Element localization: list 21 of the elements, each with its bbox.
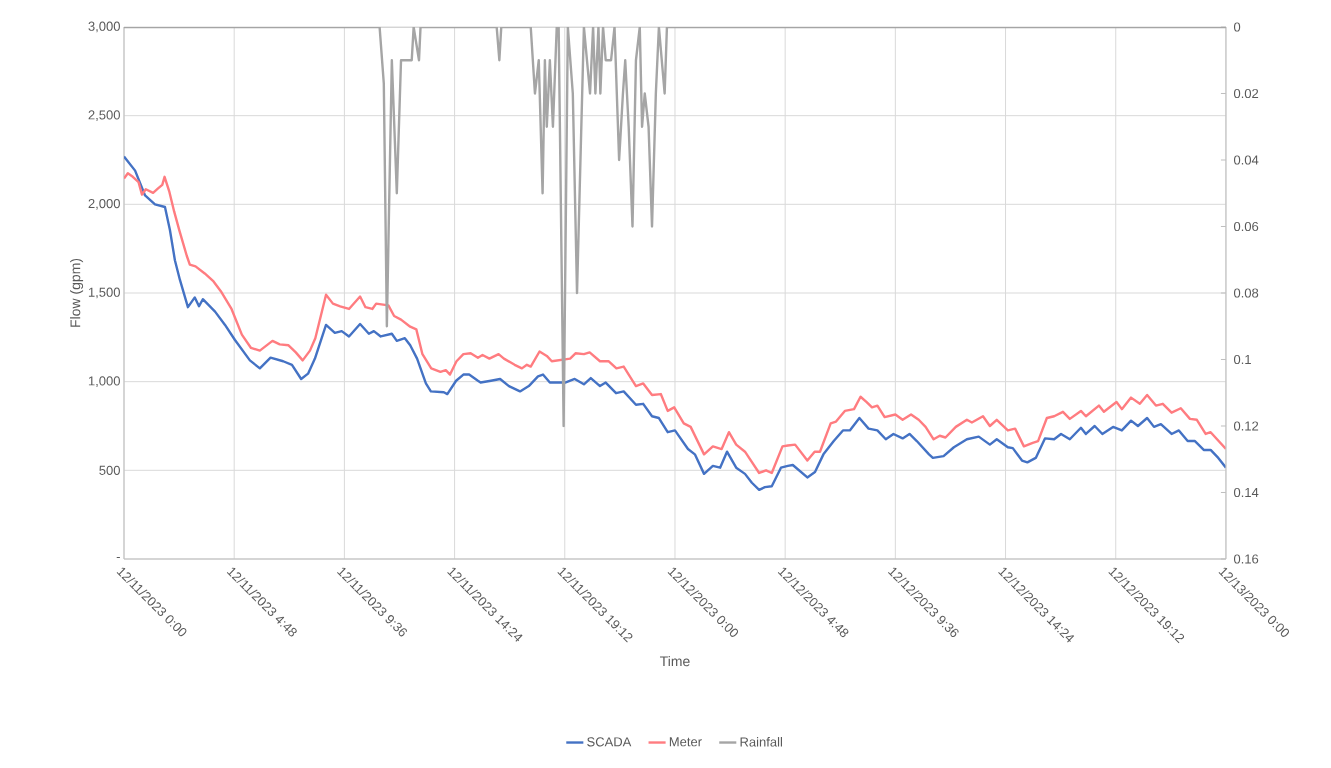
y2-tick-label: 0.14 — [1233, 487, 1259, 498]
y-tick-label: 500 — [99, 465, 120, 475]
y2-tick-label: 0.04 — [1233, 155, 1259, 165]
x-axis-title: Time — [659, 655, 690, 667]
y-axis-title: Flow (gpm) — [70, 258, 84, 327]
y2-tick-label: 0.02 — [1233, 88, 1259, 99]
y2-tick-label: 0.16 — [1233, 554, 1259, 564]
y2-tick-label: 0.06 — [1233, 221, 1259, 232]
legend-label: Rainfall — [740, 737, 782, 747]
y-tick-label: 3,000 — [88, 21, 120, 33]
y2-tick-label: 0.08 — [1233, 288, 1259, 298]
y-tick-label: 1,500 — [88, 287, 120, 299]
y2-tick-label: 0 — [1233, 22, 1241, 32]
y-tick-label: 2,500 — [88, 110, 120, 122]
legend-label: SCADA — [587, 737, 632, 747]
legend-label: Meter — [669, 737, 702, 747]
y2-tick-label: 0.1 — [1233, 354, 1251, 365]
y-tick-label: 2,000 — [88, 198, 120, 210]
y-tick-label: 1,000 — [88, 376, 120, 388]
y2-tick-label: 0.12 — [1233, 421, 1259, 431]
y-tick-label: - — [116, 557, 120, 559]
